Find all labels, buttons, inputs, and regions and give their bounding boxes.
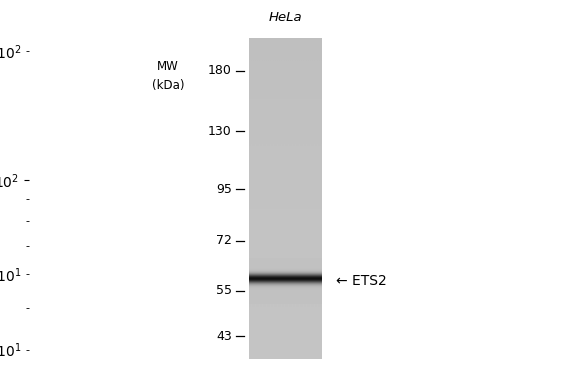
Text: 72: 72 — [216, 234, 232, 247]
Text: 130: 130 — [208, 125, 232, 138]
Text: HeLa: HeLa — [269, 11, 303, 23]
Text: 43: 43 — [216, 330, 232, 343]
Text: 95: 95 — [216, 183, 232, 196]
Text: (kDa): (kDa) — [152, 79, 184, 93]
Text: 180: 180 — [208, 64, 232, 77]
Text: ← ETS2: ← ETS2 — [335, 274, 386, 288]
Text: 55: 55 — [216, 284, 232, 297]
Text: MW: MW — [157, 60, 179, 73]
